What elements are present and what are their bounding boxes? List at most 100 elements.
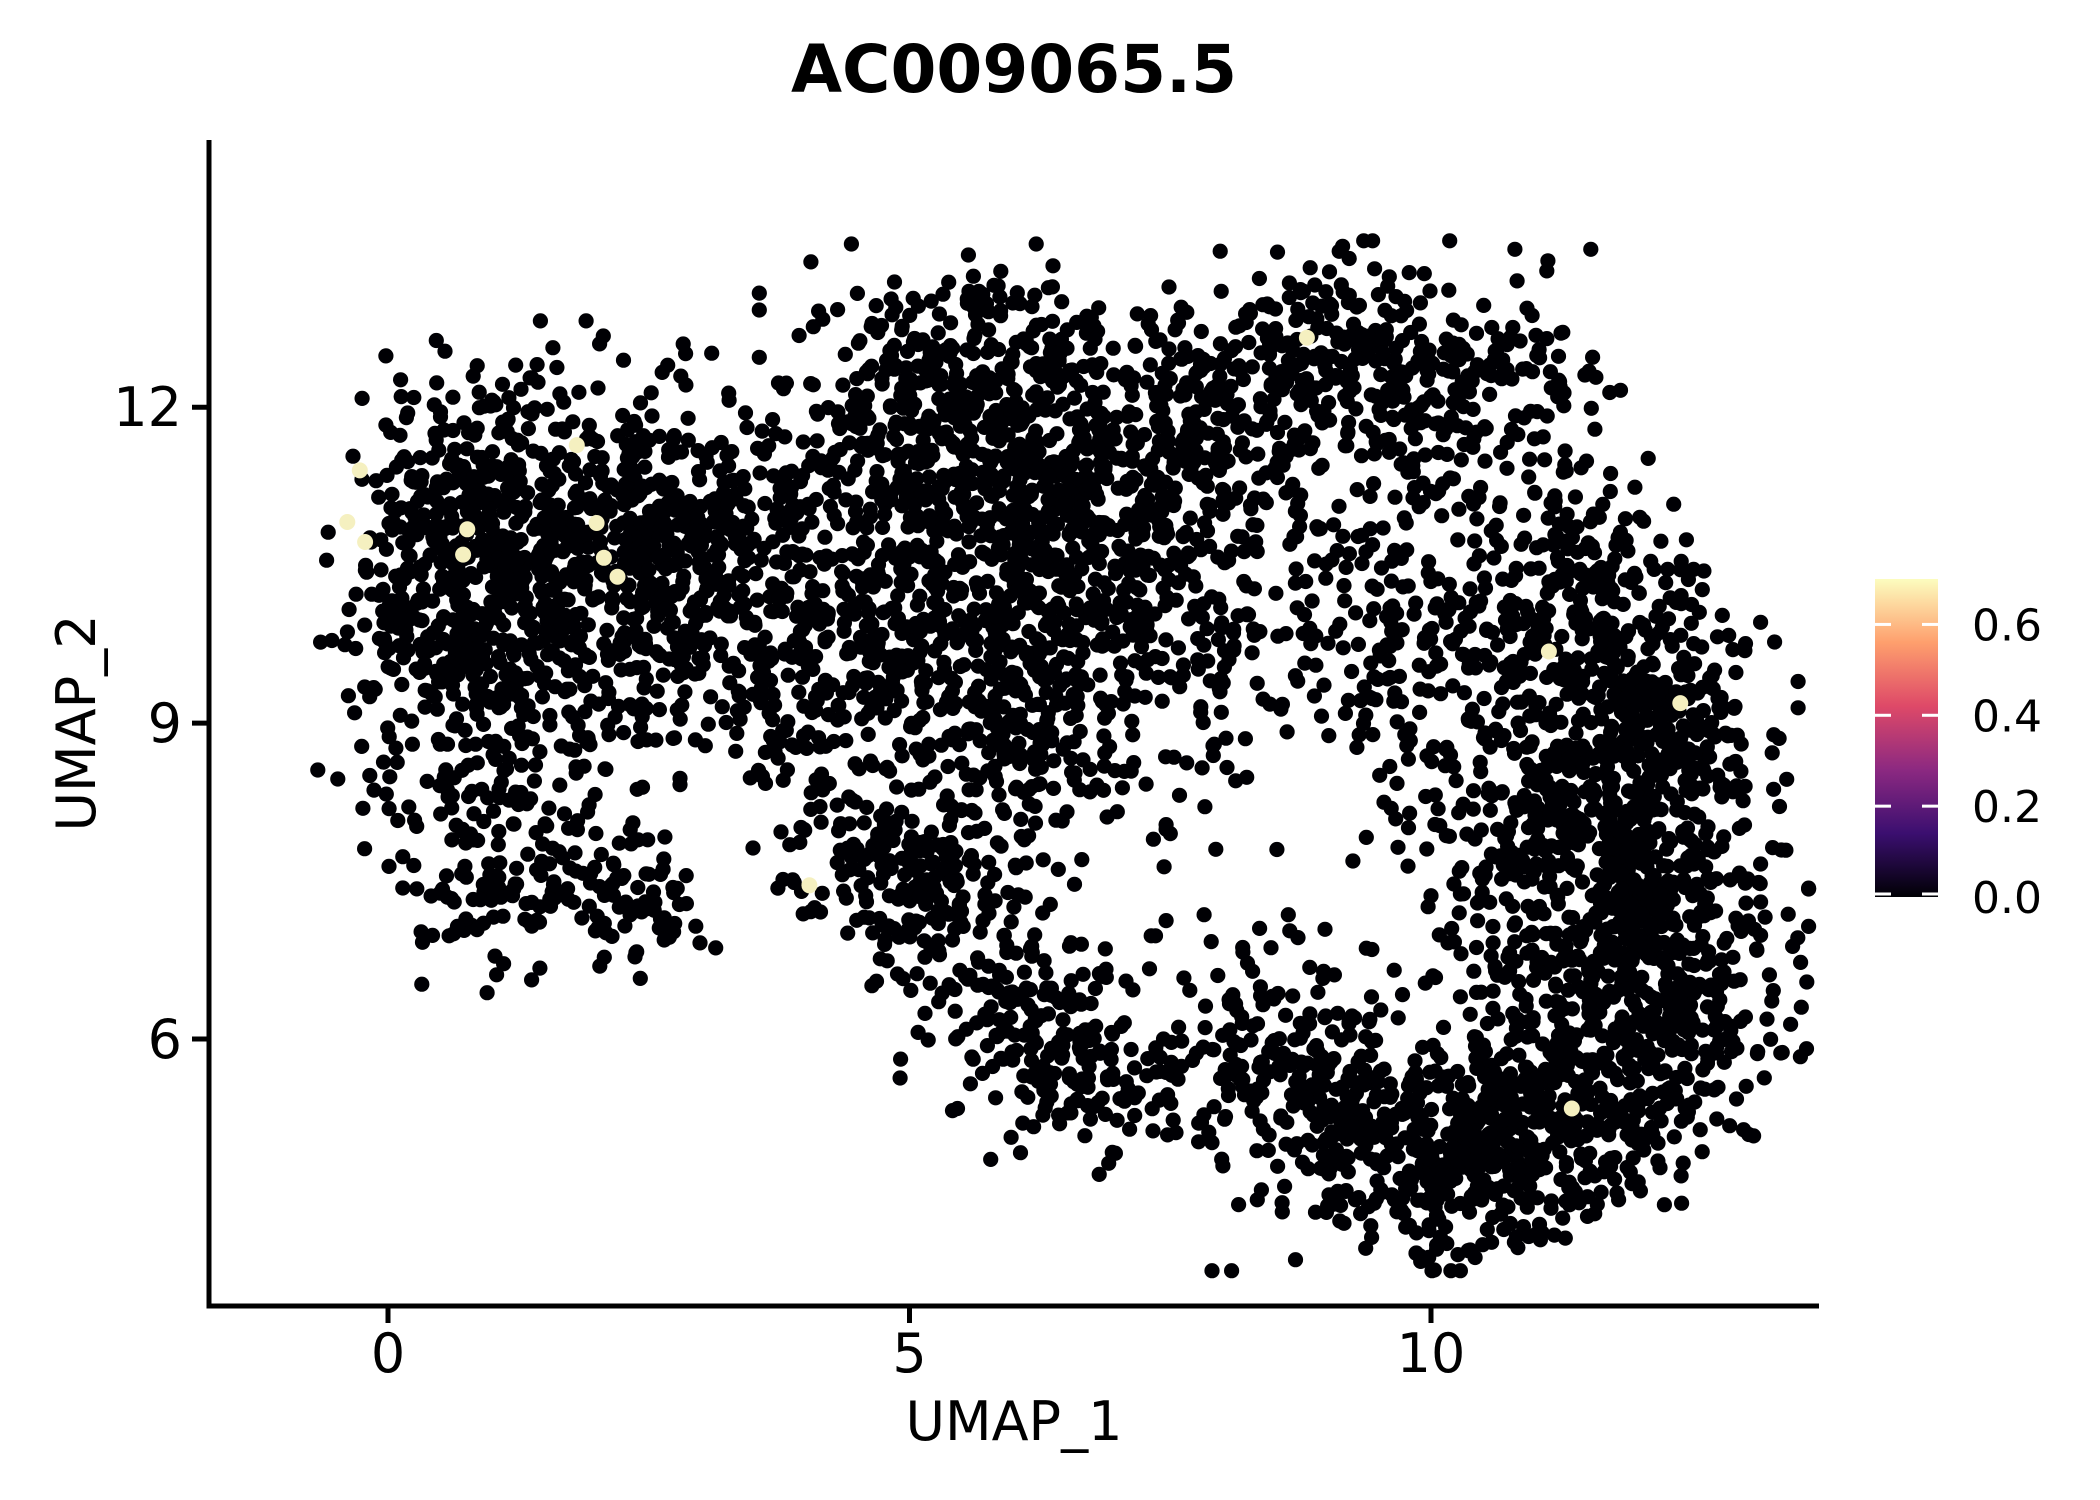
cell-point <box>1430 415 1446 431</box>
cell-point <box>477 608 493 624</box>
cell-point <box>424 450 440 466</box>
cell-point <box>795 622 811 638</box>
cell-point <box>1279 724 1295 740</box>
cell-point <box>1055 396 1071 412</box>
cell-point <box>1267 301 1284 317</box>
cell-point <box>943 624 959 640</box>
cell-point <box>1101 430 1118 446</box>
cell-point <box>1395 579 1411 595</box>
cell-point <box>873 808 889 824</box>
cell-point <box>623 836 639 852</box>
cell-point <box>1427 600 1443 616</box>
cell-point <box>749 592 765 608</box>
cell-point <box>1516 507 1532 523</box>
cell-point <box>469 706 485 722</box>
cell-point <box>807 689 824 705</box>
cell-point <box>1128 431 1144 447</box>
cell-point <box>656 932 672 948</box>
cell-point <box>1107 558 1123 574</box>
cell-point <box>1190 631 1206 647</box>
cell-point <box>513 381 529 397</box>
cell-point <box>1289 600 1305 616</box>
cell-point <box>865 757 881 774</box>
cell-point <box>1054 294 1070 310</box>
cell-point <box>1694 679 1711 696</box>
x-tick-label: 5 <box>892 1322 926 1385</box>
cell-point <box>561 741 578 757</box>
cell-point <box>1469 511 1485 527</box>
cell-point <box>1241 334 1257 351</box>
cell-point <box>532 581 548 597</box>
cell-point <box>1111 538 1127 554</box>
cell-point <box>390 812 406 829</box>
cell-point <box>1009 562 1025 578</box>
cell-point <box>727 529 744 545</box>
cell-point <box>536 494 552 510</box>
cell-point <box>996 928 1012 944</box>
cell-point <box>1379 637 1395 653</box>
cell-point <box>713 434 729 451</box>
cell-point <box>993 739 1010 755</box>
cell-point <box>611 835 627 851</box>
cell-point <box>579 734 595 750</box>
cell-point <box>1587 785 1603 801</box>
cell-point <box>1018 980 1034 996</box>
cell-point <box>469 542 485 558</box>
cell-point <box>1145 550 1161 566</box>
cell-point <box>831 697 847 714</box>
cell-point <box>890 446 906 462</box>
cell-point <box>1503 421 1520 438</box>
cell-point <box>1509 273 1525 289</box>
cell-point <box>1316 677 1332 693</box>
cell-point <box>587 448 603 465</box>
cell-point <box>1477 419 1493 435</box>
cell-point <box>988 448 1004 464</box>
cell-point <box>930 325 946 341</box>
cell-point <box>1117 517 1133 533</box>
cell-point <box>882 398 899 414</box>
cell-point <box>1487 343 1503 359</box>
cell-point <box>836 709 852 725</box>
cell-point <box>888 431 905 448</box>
cell-point <box>1451 501 1467 517</box>
cell-point <box>1441 282 1457 298</box>
cell-point <box>1519 300 1535 316</box>
cell-point <box>392 427 408 443</box>
cell-point <box>883 485 899 501</box>
cell-point <box>524 918 540 934</box>
cell-point <box>537 623 554 639</box>
cell-point <box>1281 275 1297 291</box>
cell-point <box>647 894 663 910</box>
cell-point <box>529 357 545 373</box>
cell-point <box>1709 629 1726 645</box>
cell-point <box>1195 714 1211 731</box>
cell-point <box>457 722 473 739</box>
cell-point <box>1161 355 1177 371</box>
cell-point <box>794 546 810 562</box>
cell-point <box>750 669 766 686</box>
cell-point <box>378 348 394 364</box>
cell-point <box>1204 589 1220 605</box>
cell-point <box>1540 510 1556 526</box>
cell-point <box>1555 324 1571 340</box>
cell-point <box>974 446 990 462</box>
cell-point <box>1363 387 1379 403</box>
cell-point <box>1079 401 1095 417</box>
cell-point <box>921 414 937 431</box>
cell-point <box>1059 340 1075 356</box>
cell-point <box>1003 644 1019 660</box>
cell-point <box>864 978 880 994</box>
cell-point <box>384 486 400 502</box>
cell-point <box>1728 664 1744 681</box>
cell-point <box>449 918 466 935</box>
cell-point <box>993 263 1009 279</box>
cell-point <box>1575 580 1591 597</box>
cell-point <box>1573 601 1589 617</box>
cell-point <box>772 480 788 496</box>
cell-point <box>830 302 846 318</box>
cell-point <box>988 662 1005 678</box>
cell-point <box>1266 391 1282 407</box>
cell-point <box>773 824 789 840</box>
cell-point <box>769 554 785 570</box>
cell-point <box>947 874 964 890</box>
